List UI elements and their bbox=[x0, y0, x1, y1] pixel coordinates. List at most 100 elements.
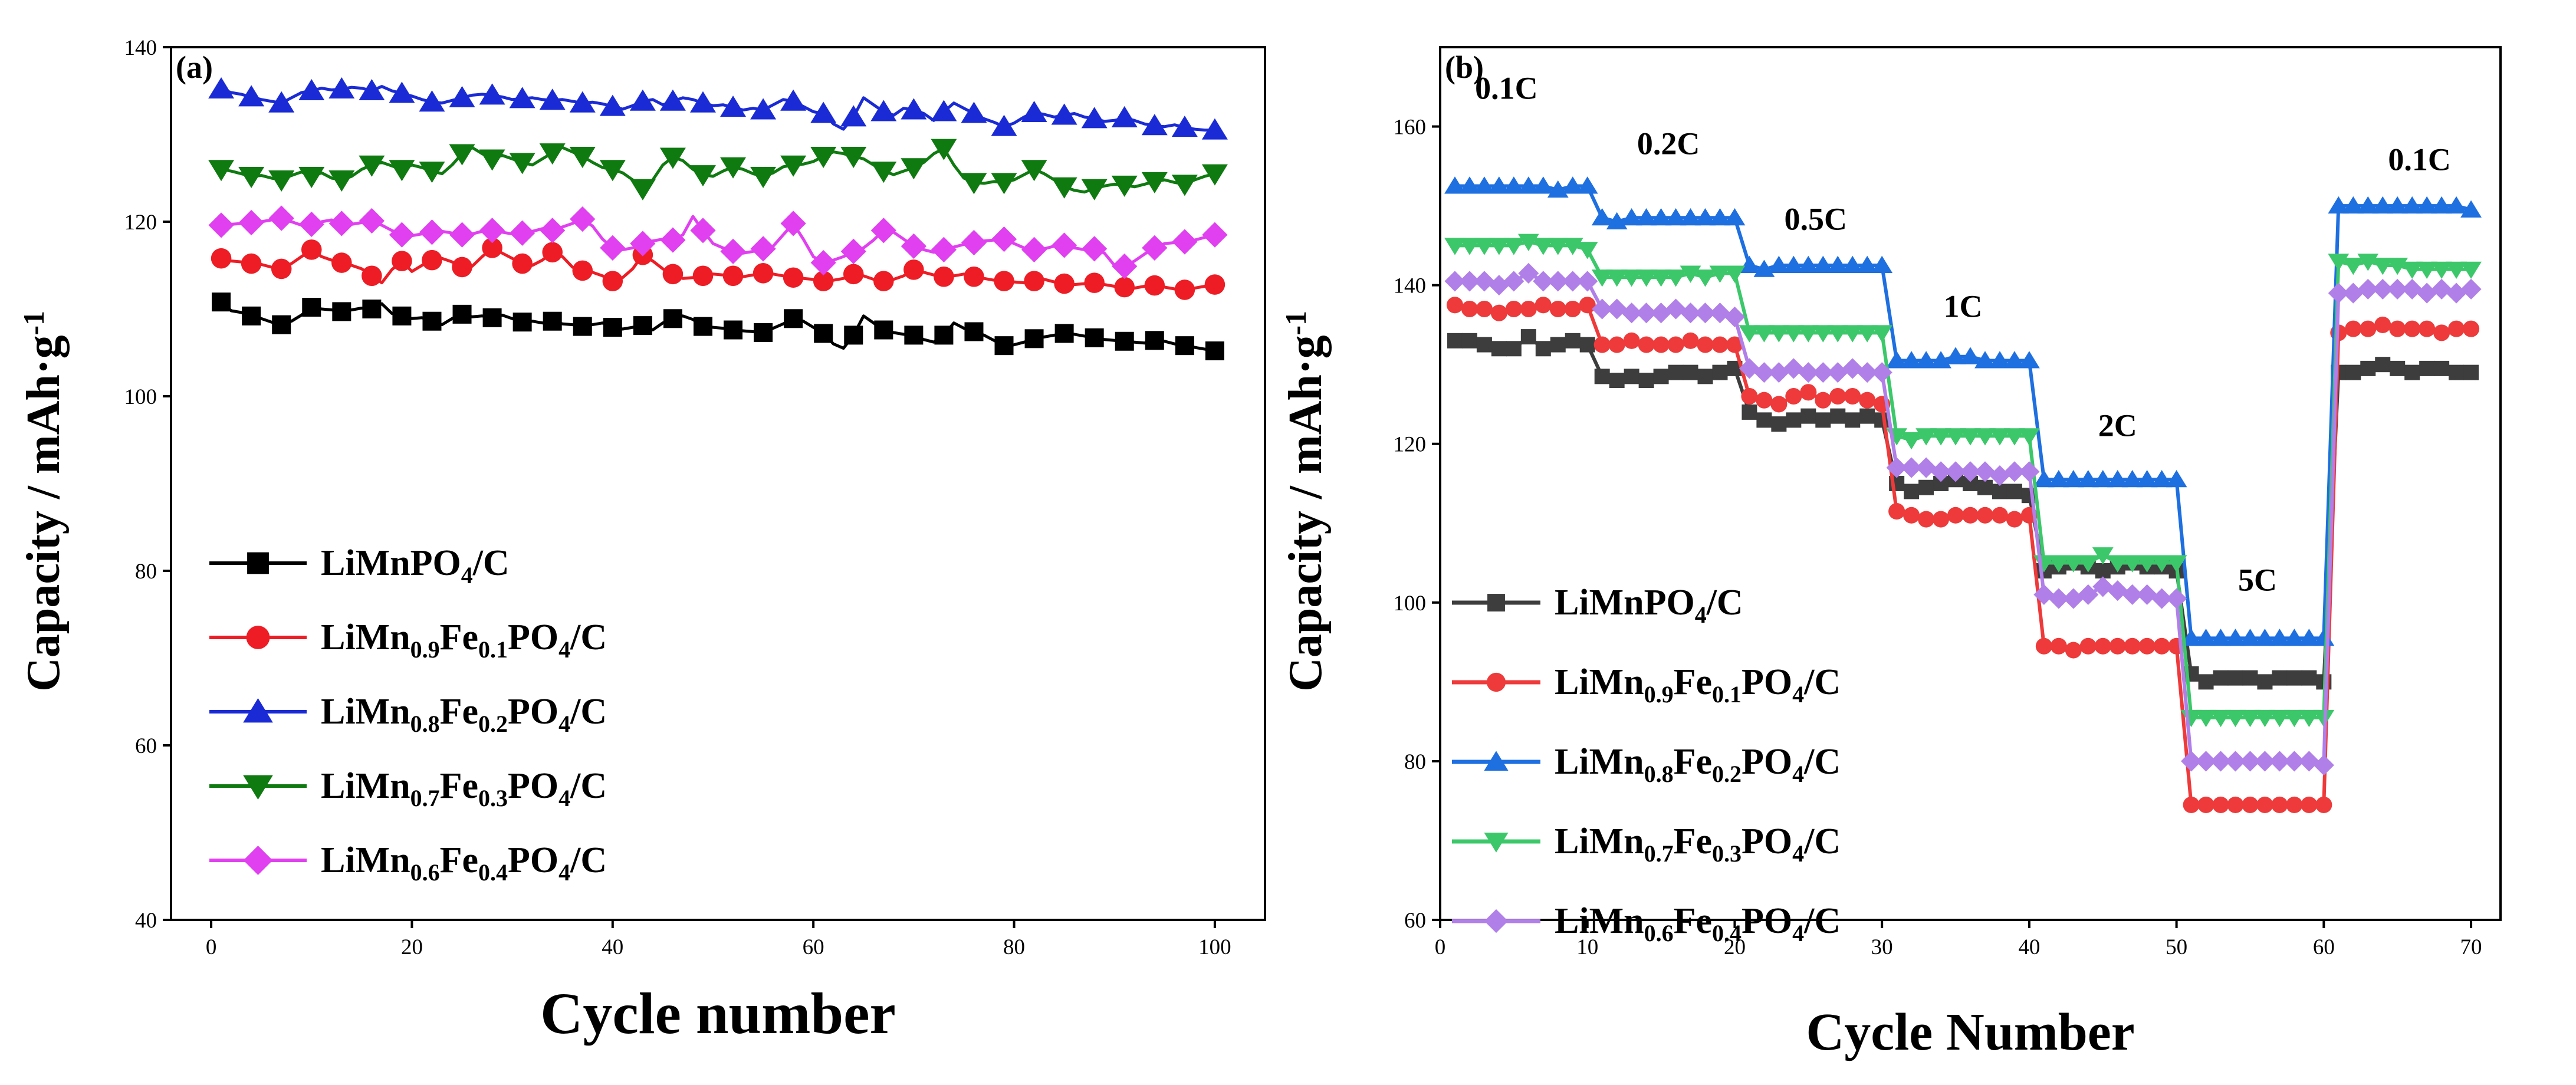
data-point bbox=[991, 226, 1017, 252]
chart-panel-a: 0 20 40 60 80 100 40 60 80 100 120 140 Cycle number C… bbox=[18, 36, 1266, 1046]
data-point bbox=[2197, 796, 2214, 813]
data-point bbox=[1812, 255, 1834, 273]
data-point bbox=[422, 311, 442, 331]
data-point bbox=[1915, 457, 1937, 478]
data-point bbox=[2342, 282, 2364, 304]
data-point bbox=[2387, 278, 2408, 300]
data-point bbox=[1474, 176, 1495, 194]
data-point bbox=[362, 300, 382, 318]
data-point bbox=[1668, 364, 1684, 380]
x-tick-label: 60 bbox=[2313, 935, 2335, 959]
data-point bbox=[2387, 196, 2409, 214]
legend-label-part: PO bbox=[508, 692, 558, 732]
data-point bbox=[1901, 432, 1922, 450]
data-point bbox=[2198, 674, 2214, 690]
data-point bbox=[2109, 637, 2126, 655]
legend-label-part: 0.7 bbox=[410, 785, 440, 811]
data-point bbox=[2272, 670, 2288, 686]
data-point bbox=[2269, 629, 2291, 646]
data-point bbox=[359, 79, 385, 100]
data-point bbox=[211, 248, 232, 269]
data-point bbox=[1901, 457, 1922, 478]
data-point bbox=[2107, 555, 2128, 573]
legend-label-part: Fe bbox=[440, 766, 478, 806]
data-point bbox=[814, 324, 833, 343]
data-point bbox=[1145, 331, 1164, 350]
legend-label: LiMnPO4/C bbox=[1555, 583, 1743, 628]
data-point bbox=[2298, 629, 2320, 646]
data-point bbox=[2431, 261, 2452, 279]
data-point bbox=[901, 158, 927, 180]
y-tick-label: 160 bbox=[1394, 116, 1427, 140]
x-tick-label: 0 bbox=[1435, 935, 1446, 959]
legend-label-part: 0.9 bbox=[1644, 681, 1674, 708]
data-point bbox=[1532, 238, 1554, 255]
data-point bbox=[1650, 269, 1672, 287]
data-point bbox=[1886, 351, 1908, 369]
data-point bbox=[1085, 328, 1104, 347]
data-point bbox=[1051, 103, 1077, 125]
panel-label: (b) bbox=[1445, 50, 1484, 85]
data-point bbox=[2372, 258, 2394, 275]
data-point bbox=[1842, 325, 1864, 343]
data-point bbox=[2460, 200, 2482, 218]
data-point bbox=[1683, 364, 1698, 380]
data-point bbox=[1503, 271, 1524, 292]
data-point bbox=[2048, 470, 2069, 488]
data-point bbox=[2357, 278, 2378, 300]
data-point bbox=[2121, 470, 2143, 488]
legend-label-part: 0.8 bbox=[410, 711, 440, 737]
data-point bbox=[1503, 238, 1524, 255]
data-point bbox=[780, 89, 807, 111]
data-point bbox=[1845, 412, 1861, 428]
data-point bbox=[961, 101, 987, 123]
data-point bbox=[1771, 416, 1787, 432]
data-point bbox=[238, 209, 264, 236]
data-point bbox=[1202, 222, 1228, 248]
data-point bbox=[2227, 796, 2244, 813]
data-point bbox=[1960, 428, 1981, 446]
data-point bbox=[2401, 196, 2423, 214]
data-point bbox=[1783, 358, 1804, 379]
data-point bbox=[1753, 325, 1775, 343]
data-point bbox=[1517, 176, 1539, 194]
data-point bbox=[784, 309, 803, 328]
data-point bbox=[2107, 470, 2128, 488]
data-point bbox=[1989, 351, 2010, 369]
series-line bbox=[221, 85, 1215, 132]
data-point bbox=[389, 160, 415, 182]
data-point bbox=[1520, 300, 1537, 318]
data-point bbox=[1201, 164, 1228, 186]
data-point bbox=[810, 101, 837, 123]
data-point bbox=[780, 211, 806, 236]
legend-label-part: 0.6 bbox=[1644, 920, 1674, 946]
data-point bbox=[1915, 428, 1937, 446]
data-point bbox=[689, 165, 716, 187]
data-point bbox=[1621, 269, 1642, 287]
data-point bbox=[1652, 336, 1670, 353]
data-point bbox=[783, 267, 804, 288]
data-point bbox=[392, 251, 412, 271]
data-point bbox=[1112, 253, 1138, 280]
legend-label-part: LiMn bbox=[1555, 901, 1644, 941]
data-point bbox=[1593, 336, 1611, 353]
data-point bbox=[1052, 232, 1077, 258]
data-point bbox=[2078, 584, 2099, 605]
legend-marker bbox=[246, 626, 270, 649]
data-point bbox=[482, 308, 502, 327]
legend-label: LiMn0.7Fe0.3PO4/C bbox=[1555, 821, 1841, 867]
legend-label-part: LiMnPO bbox=[1555, 583, 1695, 623]
data-point bbox=[1974, 461, 1996, 482]
data-point bbox=[870, 218, 896, 244]
data-point bbox=[2239, 751, 2261, 772]
data-point bbox=[1960, 347, 1981, 364]
data-point bbox=[1535, 341, 1551, 357]
data-point bbox=[1054, 324, 1074, 343]
data-point bbox=[810, 249, 836, 276]
data-point bbox=[2077, 555, 2099, 573]
x-tick-label: 10 bbox=[1576, 935, 1598, 959]
legend-label-part: 4 bbox=[558, 785, 570, 811]
data-point bbox=[1726, 336, 1743, 353]
legend-label-part: 0.8 bbox=[1644, 761, 1674, 787]
data-point bbox=[1174, 280, 1195, 300]
